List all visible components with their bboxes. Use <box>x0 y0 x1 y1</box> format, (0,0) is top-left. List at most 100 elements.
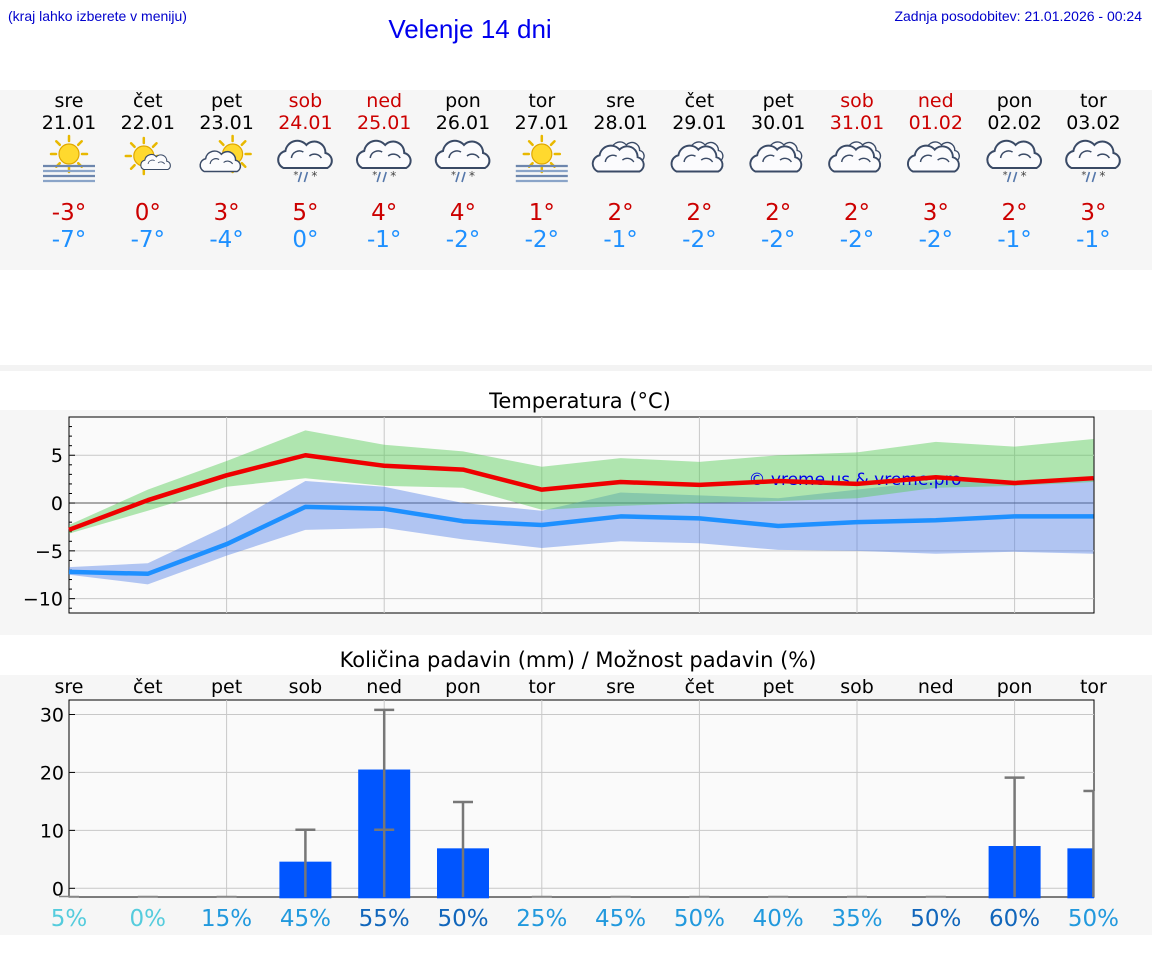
y-tick-label: −5 <box>35 541 63 563</box>
cloud-shape <box>434 139 491 169</box>
sun-cloud-icon <box>199 134 252 174</box>
rain-drop <box>1085 171 1091 183</box>
x-tick-label: pon <box>445 676 481 698</box>
precip-probability: 50% <box>910 906 961 932</box>
x-tick-label: sob <box>289 676 323 698</box>
cloud-detail <box>762 154 793 163</box>
snow-flake: * <box>451 170 456 181</box>
day-date: 30.01 <box>751 112 805 134</box>
cloud-sleet-icon: * * <box>434 139 491 183</box>
day-date: 02.02 <box>987 112 1041 134</box>
min-temp: -7° <box>52 227 86 253</box>
precip-probability: 40% <box>753 906 804 932</box>
sun-ray <box>55 140 62 147</box>
sun-disc <box>531 143 553 165</box>
day-date: 26.01 <box>436 112 490 134</box>
max-temp: 2° <box>765 200 791 226</box>
day-date: 31.01 <box>830 112 884 134</box>
rain-drop <box>376 171 381 183</box>
min-temp: -2° <box>919 227 953 253</box>
cloud-outline <box>434 139 491 169</box>
day-name: ned <box>918 90 954 112</box>
day-name: sre <box>606 90 635 112</box>
cloud-shape <box>356 139 412 169</box>
x-tick-label: čet <box>133 676 163 698</box>
cloud-detail <box>290 150 323 159</box>
min-temp: -1° <box>997 227 1031 253</box>
day-date: 23.01 <box>199 112 253 134</box>
sun-ray <box>240 161 247 168</box>
cloud-outline <box>749 144 803 173</box>
cloudy-icon <box>906 141 960 173</box>
max-temp: 2° <box>1002 200 1028 226</box>
page-title: Velenje 14 dni <box>388 14 552 44</box>
min-temp: -1° <box>603 227 637 253</box>
x-tick-label: sre <box>606 676 635 698</box>
cloud-sleet-icon: * * <box>356 139 412 183</box>
min-temp: -2° <box>682 227 716 253</box>
snow-flake: * <box>311 169 317 183</box>
day-date: 25.01 <box>357 112 411 134</box>
min-temp: -2° <box>525 227 559 253</box>
day-name: sre <box>55 90 84 112</box>
min-temp: -1° <box>367 227 401 253</box>
y-tick-label: 20 <box>40 762 64 784</box>
precip-probability: 60% <box>989 906 1040 932</box>
rain-drop <box>297 171 303 183</box>
cloud-detail <box>1078 150 1111 159</box>
precip-bar <box>1067 848 1094 899</box>
cloud-detail <box>999 150 1032 159</box>
last-update-text: Zadnja posodobitev: 21.01.2026 - 00:24 <box>894 8 1142 24</box>
cloud-detail <box>209 158 234 165</box>
precip-probability: 50% <box>437 906 488 932</box>
x-tick-label: pet <box>211 676 242 698</box>
day-date: 29.01 <box>672 112 726 134</box>
cloud-detail <box>604 154 635 163</box>
precip-probability: 55% <box>359 906 410 932</box>
x-tick-label: pet <box>763 676 794 698</box>
max-temp: 1° <box>529 200 555 226</box>
day-date: 03.02 <box>1066 112 1120 134</box>
cloud-shape <box>140 153 171 171</box>
min-temp: -2° <box>761 227 795 253</box>
cloud-shape <box>1065 139 1121 169</box>
day-name: pon <box>445 90 481 112</box>
snow-flake: * <box>1021 169 1027 183</box>
sun-fog-icon <box>515 134 568 183</box>
cloud-shape <box>591 144 645 173</box>
cloudy-icon <box>670 141 724 173</box>
max-temp: 4° <box>450 200 476 226</box>
x-tick-label: ned <box>918 676 954 698</box>
cloud-outline <box>277 139 333 169</box>
day-date: 22.01 <box>121 112 175 134</box>
min-temp-line <box>68 504 1094 577</box>
precip-probability: 25% <box>516 906 567 932</box>
precip-probability: 45% <box>280 906 331 932</box>
max-temp: 5° <box>292 200 318 226</box>
cloud-outline <box>140 153 171 171</box>
rain-drop <box>382 171 387 183</box>
rain-drop <box>303 171 309 183</box>
max-temp: 2° <box>608 200 634 226</box>
cloud-outline <box>670 144 724 173</box>
snow-flake: * <box>1099 169 1105 183</box>
rain-drop <box>1006 171 1012 183</box>
sun-ray <box>76 140 83 147</box>
day-name: tor <box>1080 90 1107 112</box>
divider <box>0 365 1152 371</box>
cloud-shape <box>749 144 803 173</box>
y-tick-label: 0 <box>51 493 63 515</box>
sun-ray <box>151 142 158 149</box>
cloud-detail <box>683 154 714 163</box>
cloud-outline <box>199 150 242 173</box>
